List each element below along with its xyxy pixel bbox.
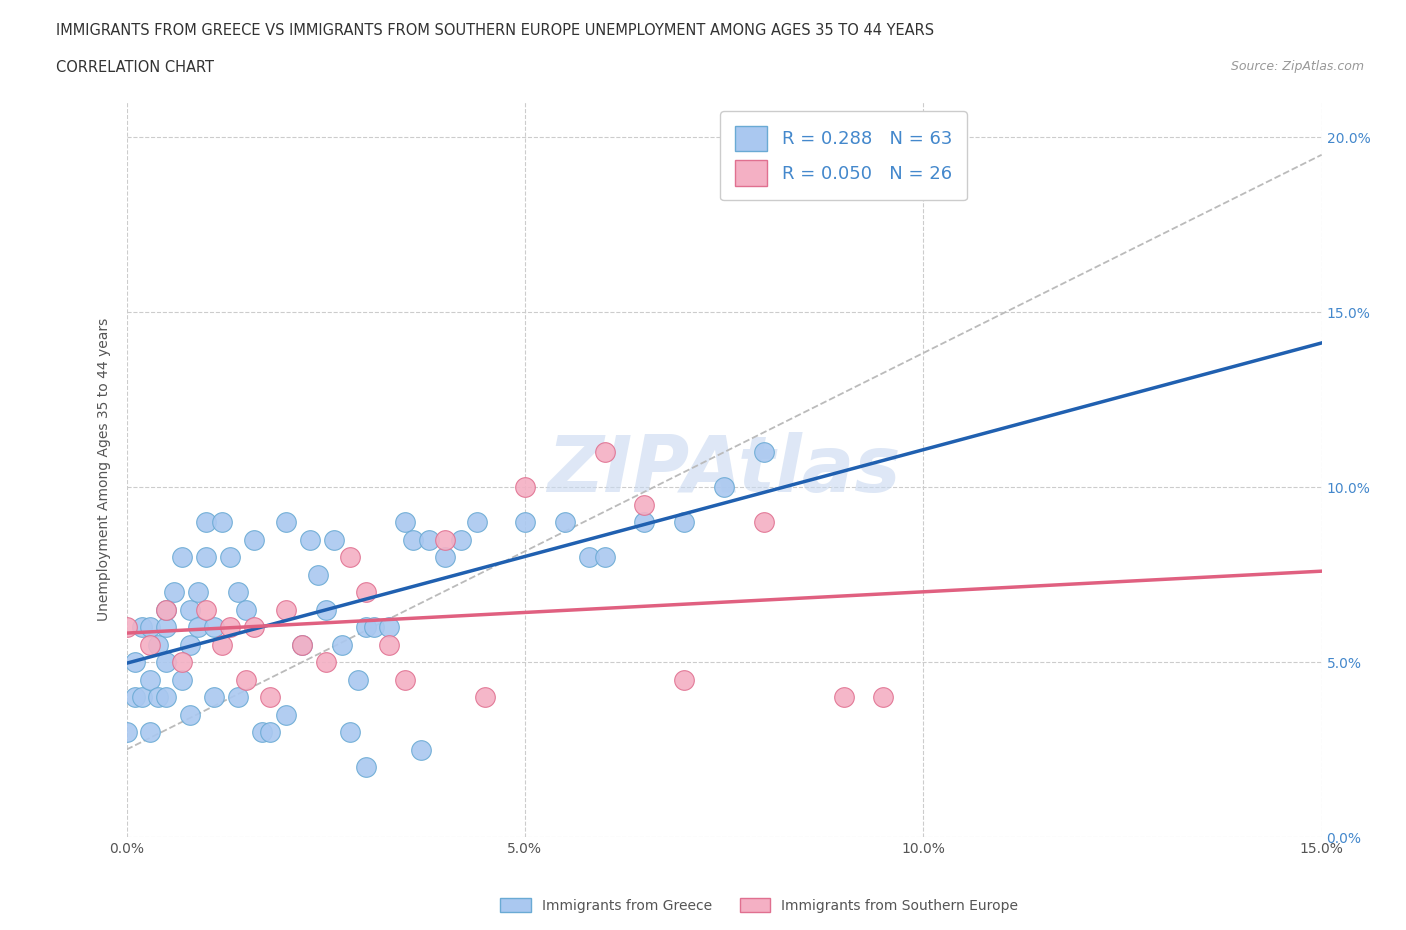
Point [339, 724, 361, 739]
Point [202, 690, 225, 705]
Point [115, 724, 138, 739]
Point [315, 602, 337, 617]
Point [450, 532, 472, 547]
Point [554, 514, 576, 529]
Point [211, 514, 233, 529]
Legend: Immigrants from Greece, Immigrants from Southern Europe: Immigrants from Greece, Immigrants from … [495, 893, 1024, 919]
Point [163, 585, 186, 600]
Point [673, 672, 696, 687]
Point [148, 637, 170, 652]
Point [155, 655, 177, 670]
Point [243, 619, 266, 634]
Point [259, 690, 281, 705]
Point [131, 619, 153, 634]
Point [394, 672, 416, 687]
Point [172, 550, 194, 565]
Point [402, 532, 425, 547]
Point [172, 655, 194, 670]
Point [139, 672, 162, 687]
Point [243, 532, 266, 547]
Point [115, 619, 138, 634]
Point [274, 602, 297, 617]
Point [346, 672, 368, 687]
Point [139, 637, 162, 652]
Point [363, 619, 385, 634]
Text: Source: ZipAtlas.com: Source: ZipAtlas.com [1230, 60, 1364, 73]
Point [139, 724, 162, 739]
Point [187, 619, 209, 634]
Point [713, 480, 735, 495]
Point [307, 567, 329, 582]
Point [752, 514, 775, 529]
Point [155, 690, 177, 705]
Point [633, 514, 655, 529]
Point [832, 690, 855, 705]
Point [673, 514, 696, 529]
Text: IMMIGRANTS FROM GREECE VS IMMIGRANTS FROM SOUTHERN EUROPE UNEMPLOYMENT AMONG AGE: IMMIGRANTS FROM GREECE VS IMMIGRANTS FRO… [56, 23, 935, 38]
Point [354, 619, 377, 634]
Point [291, 637, 314, 652]
Point [219, 619, 242, 634]
Point [195, 514, 218, 529]
Point [211, 637, 233, 652]
Point [155, 602, 177, 617]
Point [219, 550, 242, 565]
Point [155, 602, 177, 617]
Point [474, 690, 496, 705]
Point [394, 514, 416, 529]
Point [250, 724, 273, 739]
Point [226, 690, 249, 705]
Legend: R = 0.288   N = 63, R = 0.050   N = 26: R = 0.288 N = 63, R = 0.050 N = 26 [720, 112, 967, 200]
Point [235, 602, 257, 617]
Point [633, 498, 655, 512]
Point [148, 690, 170, 705]
Point [872, 690, 894, 705]
Point [513, 480, 536, 495]
Point [155, 619, 177, 634]
Point [418, 532, 440, 547]
Point [131, 690, 153, 705]
Point [179, 707, 201, 722]
Point [322, 532, 344, 547]
Point [124, 655, 146, 670]
Point [434, 550, 457, 565]
Point [226, 585, 249, 600]
Text: CORRELATION CHART: CORRELATION CHART [56, 60, 214, 75]
Point [330, 637, 353, 652]
Point [354, 760, 377, 775]
Point [593, 550, 616, 565]
Point [172, 672, 194, 687]
Point [274, 514, 297, 529]
Point [187, 585, 209, 600]
Point [593, 445, 616, 459]
Text: ZIPAtlas: ZIPAtlas [547, 432, 901, 508]
Point [139, 619, 162, 634]
Point [339, 550, 361, 565]
Point [179, 602, 201, 617]
Point [315, 655, 337, 670]
Point [354, 585, 377, 600]
Point [752, 445, 775, 459]
Point [411, 742, 433, 757]
Point [298, 532, 321, 547]
Point [259, 724, 281, 739]
Point [124, 690, 146, 705]
Point [513, 514, 536, 529]
Point [578, 550, 600, 565]
Point [378, 637, 401, 652]
Y-axis label: Unemployment Among Ages 35 to 44 years: Unemployment Among Ages 35 to 44 years [97, 318, 111, 621]
Point [202, 619, 225, 634]
Point [378, 619, 401, 634]
Point [235, 672, 257, 687]
Point [179, 637, 201, 652]
Point [195, 550, 218, 565]
Point [274, 707, 297, 722]
Point [465, 514, 488, 529]
Point [291, 637, 314, 652]
Point [195, 602, 218, 617]
Point [434, 532, 457, 547]
